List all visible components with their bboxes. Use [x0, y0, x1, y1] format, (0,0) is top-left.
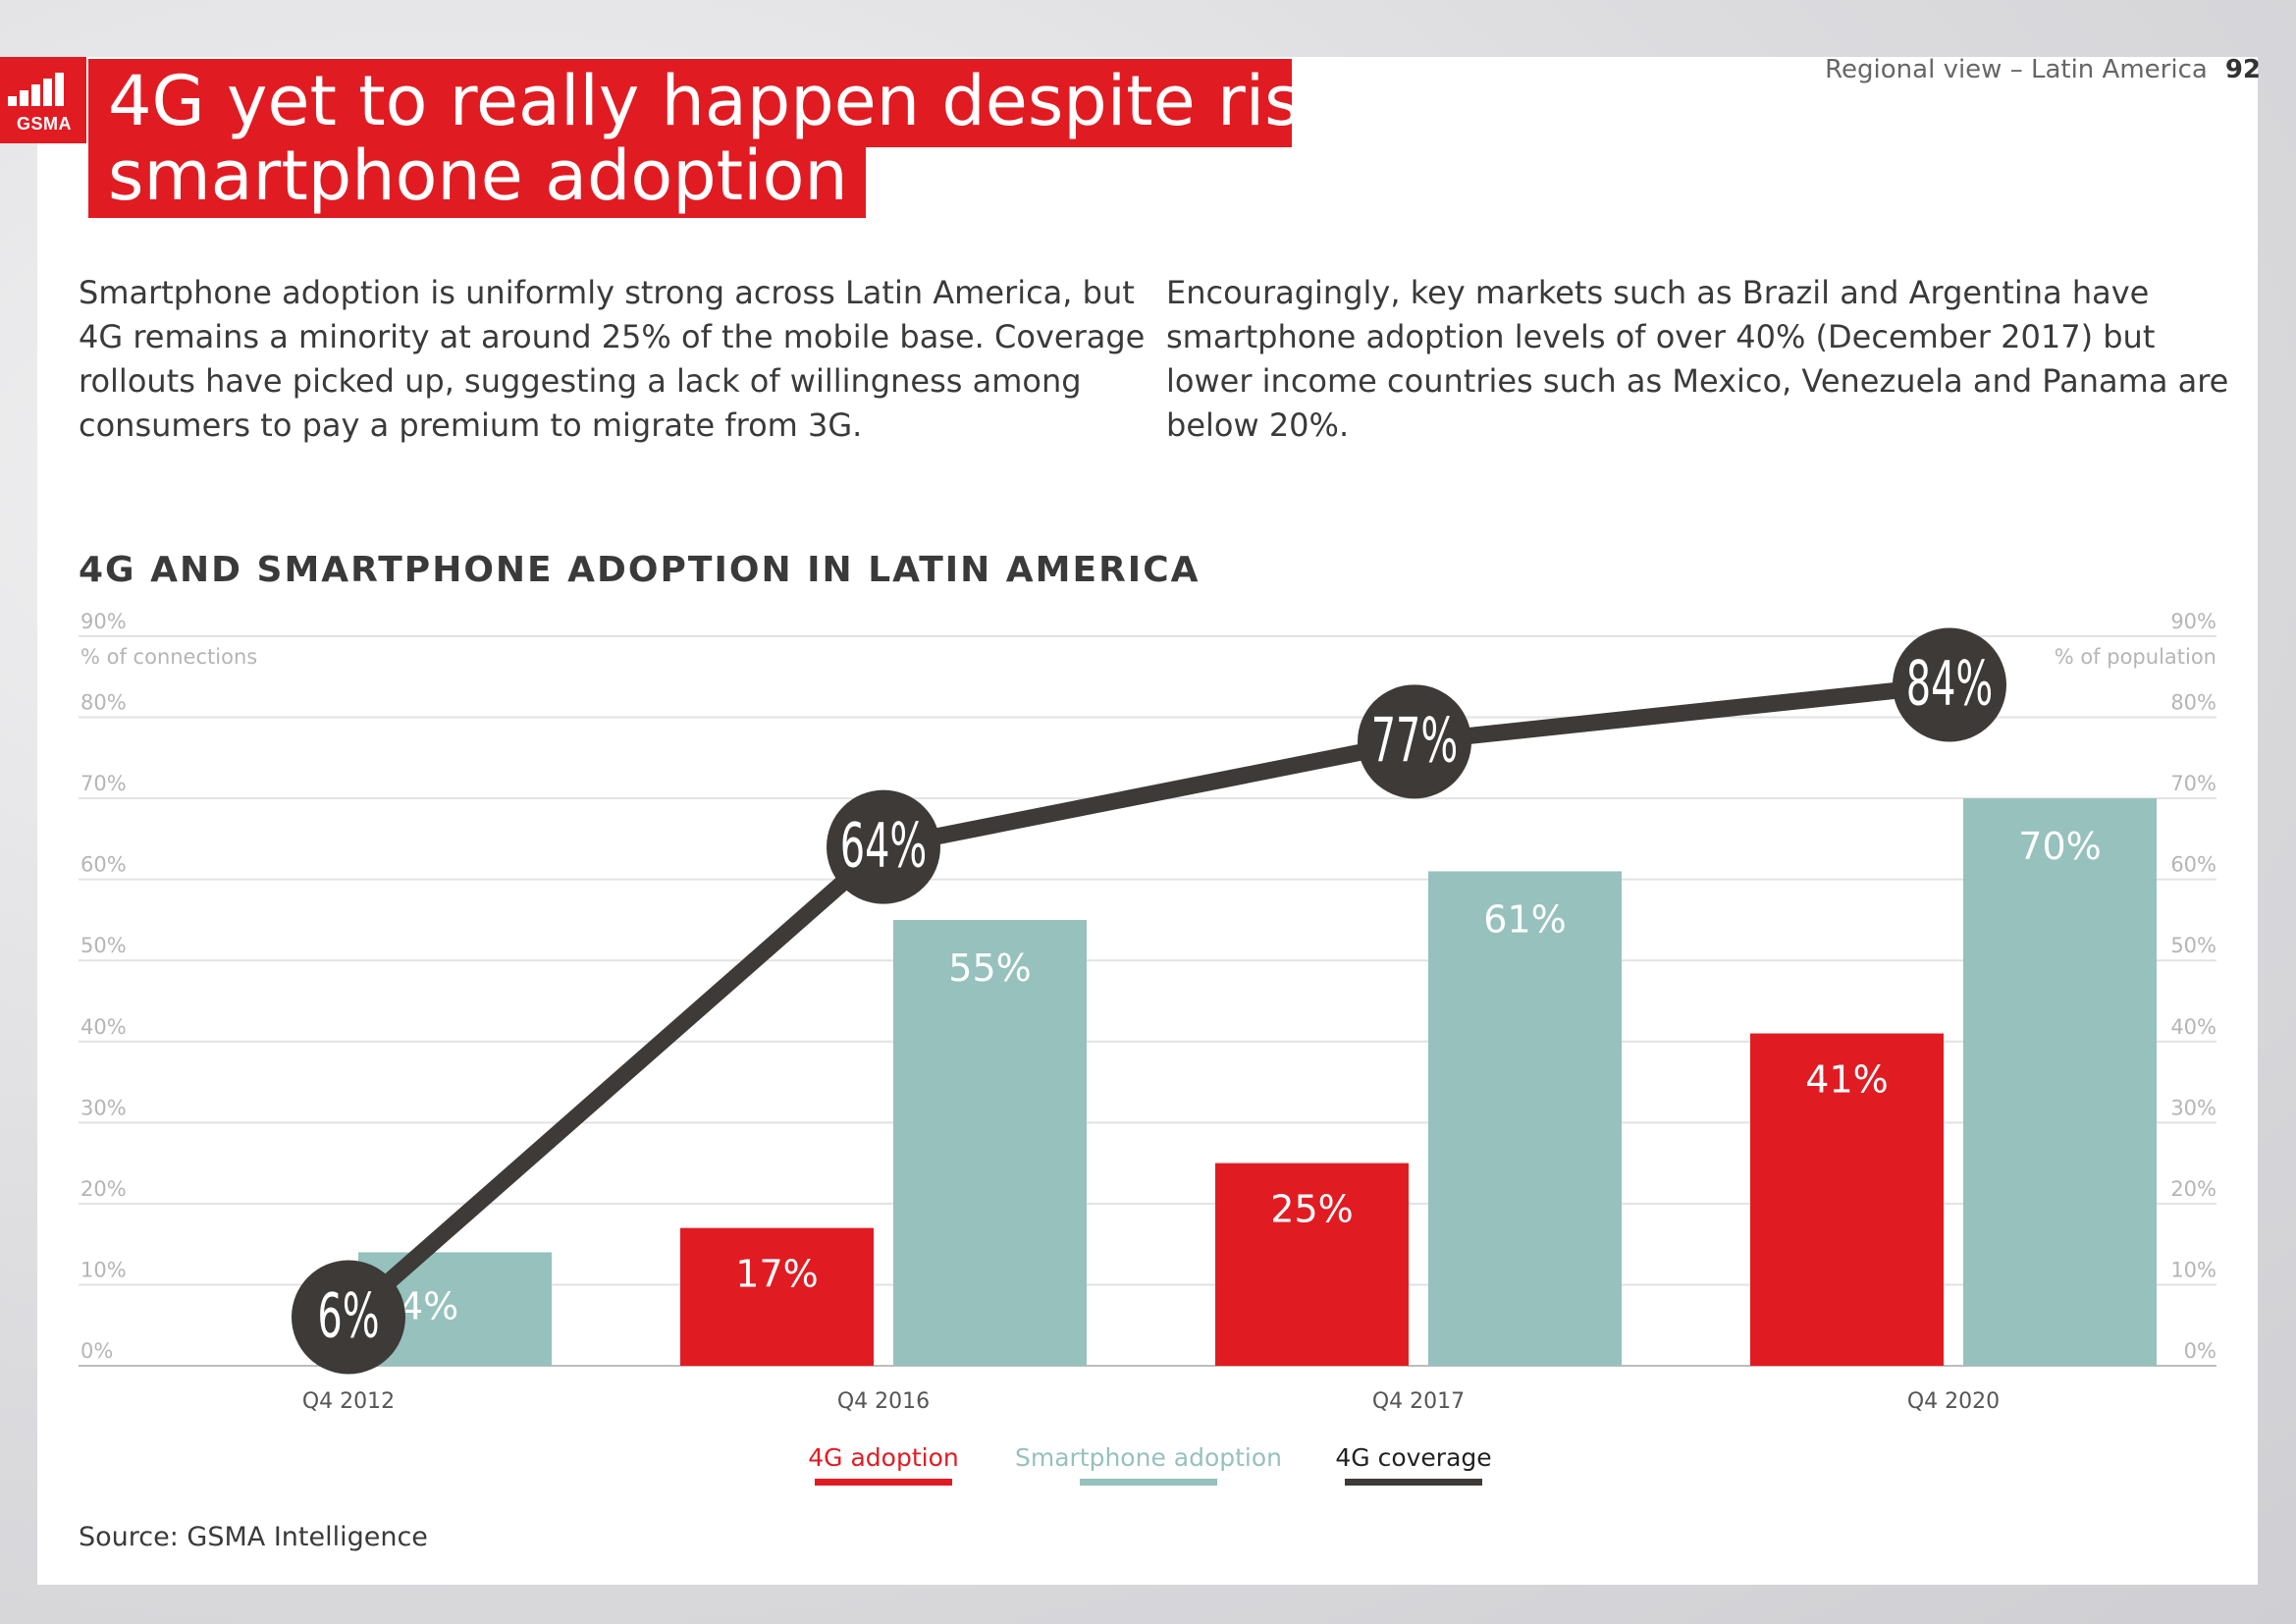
y-tick-label-left: 10%	[80, 1258, 127, 1281]
y-tick-label-left: 50%	[80, 934, 127, 957]
y-tick-label-left: 40%	[80, 1015, 127, 1039]
marker-4g-coverage	[292, 1260, 405, 1375]
legend-label: Smartphone adoption	[1015, 1443, 1282, 1472]
bar-label-4g-adoption: 25%	[1270, 1188, 1353, 1231]
bar-4g-adoption	[1215, 1163, 1409, 1366]
x-tick-label: Q4 2016	[837, 1389, 930, 1414]
y-tick-label-right: 40%	[2170, 1015, 2216, 1039]
bar-4g-adoption	[680, 1227, 874, 1366]
marker-label-4g-coverage: 64%	[840, 810, 928, 882]
y-tick-label-right: 0%	[2184, 1339, 2216, 1363]
bar-4g-adoption	[1750, 1033, 1944, 1366]
y-tick-label-right: 90%	[2170, 610, 2216, 633]
page-title-line-2: smartphone adoption	[88, 141, 866, 218]
y-tick-label-right: 70%	[2170, 772, 2216, 795]
page-number: 92	[2224, 55, 2261, 84]
bar-label-4g-adoption: 41%	[1805, 1058, 1888, 1102]
marker-4g-coverage	[1893, 627, 2006, 742]
y-axis-title-right: % of population	[2055, 645, 2216, 669]
y-tick-label-right: 50%	[2170, 934, 2216, 957]
bar-smartphone-adoption	[893, 919, 1087, 1366]
section-header: Regional view – Latin America 92	[1825, 55, 2261, 84]
bar-label-smartphone-adoption: 70%	[2018, 825, 2101, 868]
bar-smartphone-adoption	[1963, 798, 2157, 1366]
legend-swatch	[1345, 1479, 1482, 1486]
bar-label-smartphone-adoption: 55%	[948, 947, 1031, 990]
source-note: Source: GSMA Intelligence	[79, 1522, 428, 1552]
chart-title: 4G AND SMARTPHONE ADOPTION IN LATIN AMER…	[79, 550, 1201, 590]
y-tick-label-left: 90%	[80, 610, 127, 633]
gsma-logo: GSMA	[0, 57, 86, 143]
marker-label-4g-coverage: 77%	[1371, 705, 1459, 777]
y-tick-label-right: 20%	[2170, 1177, 2216, 1201]
marker-4g-coverage	[1358, 684, 1471, 799]
intro-paragraph-left: Smartphone adoption is uniformly strong …	[79, 274, 1146, 444]
y-tick-label-right: 30%	[2170, 1096, 2216, 1119]
y-tick-label-left: 0%	[80, 1339, 113, 1363]
marker-label-4g-coverage: 84%	[1906, 648, 1994, 720]
page-title-line-1: 4G yet to really happen despite rising	[88, 59, 1407, 147]
x-tick-label: Q4 2012	[302, 1389, 395, 1414]
y-tick-label-right: 80%	[2170, 691, 2216, 715]
marker-label-4g-coverage: 6%	[317, 1280, 379, 1352]
legend-swatch	[1080, 1479, 1217, 1486]
y-axis-title-left: % of connections	[80, 645, 257, 669]
y-tick-label-left: 20%	[80, 1177, 127, 1201]
signal-bars-icon	[8, 71, 79, 106]
legend-label: 4G coverage	[1335, 1443, 1491, 1472]
bar-label-4g-adoption: 17%	[735, 1253, 818, 1296]
y-tick-label-left: 60%	[80, 853, 127, 877]
legend-label: 4G adoption	[808, 1443, 958, 1472]
bar-label-smartphone-adoption: 61%	[1483, 897, 1566, 941]
y-tick-label-left: 30%	[80, 1096, 127, 1119]
x-tick-label: Q4 2020	[1907, 1389, 2000, 1414]
x-tick-label: Q4 2017	[1372, 1389, 1465, 1414]
bar-smartphone-adoption	[1428, 871, 1622, 1366]
line-4g-coverage	[340, 677, 1958, 1326]
section-name: Regional view – Latin America	[1825, 55, 2208, 84]
y-tick-label-right: 60%	[2170, 853, 2216, 877]
intro-paragraph-right: Encouragingly, key markets such as Brazi…	[1166, 274, 2229, 444]
marker-4g-coverage	[827, 789, 940, 904]
y-tick-label-left: 80%	[80, 691, 127, 715]
logo-wordmark: GSMA	[17, 114, 72, 134]
y-tick-label-right: 10%	[2170, 1258, 2216, 1281]
y-tick-label-left: 70%	[80, 772, 127, 795]
legend-swatch	[815, 1479, 952, 1486]
